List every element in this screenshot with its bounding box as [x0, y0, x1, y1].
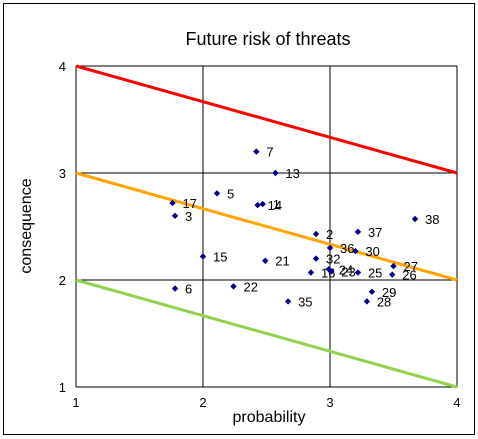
point-label: 22 [243, 279, 257, 294]
data-point [284, 298, 292, 305]
data-point [354, 228, 362, 236]
data-point [352, 247, 359, 255]
data-point [307, 269, 315, 276]
point-label: 37 [368, 225, 382, 240]
data-point [354, 269, 362, 276]
point-label: 36 [340, 241, 354, 256]
point-label: 5 [227, 186, 234, 201]
data-point [312, 255, 320, 262]
point-label: 7 [266, 145, 273, 160]
data-point [213, 190, 221, 197]
data-point [259, 200, 266, 208]
point-label: 17 [183, 196, 197, 211]
y-tick-label: 4 [59, 59, 66, 74]
data-point [171, 285, 179, 292]
data-point [368, 288, 376, 295]
chart-frame: Future risk of threats probability conse… [3, 3, 475, 435]
point-label: 27 [404, 259, 418, 274]
data-point [171, 212, 179, 219]
y-axis-title: consequence [18, 178, 35, 273]
point-label: 32 [326, 252, 340, 267]
point-label: 14 [268, 198, 282, 213]
point-label: 15 [213, 249, 227, 264]
point-label: 38 [425, 212, 439, 227]
point-label: 3 [185, 209, 192, 224]
scatter-chart: Future risk of threats probability conse… [18, 29, 461, 426]
y-tick-label: 2 [59, 273, 66, 288]
risk-boundary-line [75, 278, 458, 389]
point-label: 29 [382, 285, 396, 300]
x-axis-title: probability [233, 409, 306, 426]
data-point [253, 148, 260, 155]
data-point [325, 266, 332, 273]
point-label: 13 [285, 166, 299, 181]
x-tick-label: 2 [199, 395, 206, 410]
point-label: 24 [339, 262, 353, 277]
data-point [363, 298, 371, 305]
risk-lines [75, 64, 458, 389]
point-label: 1 [273, 197, 280, 212]
y-tick-label: 3 [59, 166, 66, 181]
point-label: 25 [368, 266, 382, 281]
data-point [254, 201, 261, 209]
y-tick-label: 1 [59, 380, 66, 395]
point-label: 2 [326, 227, 333, 242]
risk-boundary-line [75, 64, 458, 175]
data-point [169, 199, 176, 207]
data-point [411, 215, 419, 223]
data-point [199, 253, 207, 260]
chart-title: Future risk of threats [185, 29, 350, 49]
x-tick-label: 3 [326, 395, 333, 410]
data-point [326, 244, 334, 252]
point-label: 28 [377, 294, 391, 309]
point-label: 35 [298, 294, 312, 309]
point-label: 21 [275, 254, 289, 269]
data-point [230, 283, 237, 290]
data-point [389, 271, 396, 278]
data-point [272, 169, 279, 177]
point-label: 6 [185, 282, 192, 297]
risk-boundary-line [75, 171, 458, 282]
data-point [312, 230, 320, 238]
data-point [390, 262, 397, 270]
point-label: 30 [365, 244, 379, 259]
point-label: 26 [402, 268, 416, 283]
point-label: 23 [341, 264, 355, 279]
x-tick-label: 4 [453, 395, 460, 410]
x-tick-label: 1 [72, 395, 79, 410]
data-point [262, 257, 269, 264]
